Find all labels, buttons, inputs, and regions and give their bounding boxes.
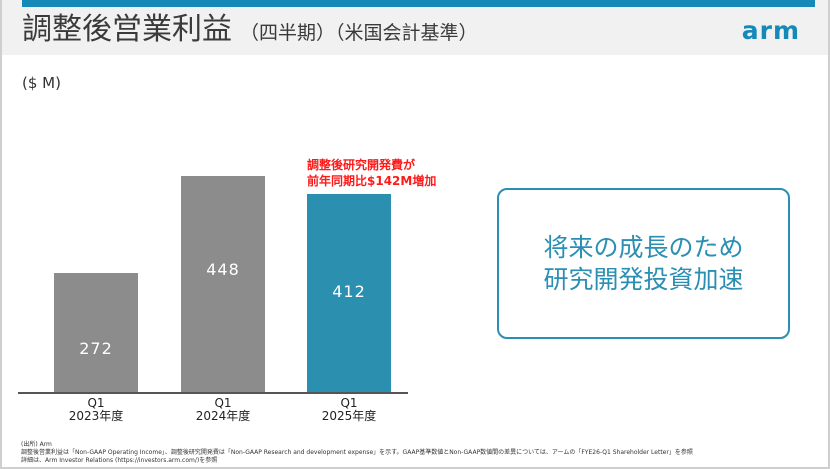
rd-increase-annotation: 調整後研究開発費が 前年同期比$142M増加 — [307, 157, 436, 189]
bar-value: 412 — [332, 281, 366, 301]
bar-q1-2024: 448 — [181, 176, 265, 393]
footnote-details: 詳細は、Arm Investor Relations (https://inve… — [21, 457, 218, 464]
accent-bar — [22, 0, 815, 7]
arm-logo: arm — [741, 16, 800, 45]
footnote-definition: 調整後営業利益は「Non-GAAP Operating Income」、調整後研… — [21, 449, 693, 456]
bar-value: 448 — [206, 260, 240, 279]
bar-value: 272 — [79, 338, 113, 358]
year-label: 2023年度 — [68, 409, 124, 423]
slide-header: 調整後営業利益 （四半期）（米国会計基準） arm — [2, 0, 828, 55]
x-label-q1-2024: Q1 2024年度 — [168, 397, 278, 423]
quarter-label: Q1 — [214, 396, 232, 410]
callout-line-2: 研究開発投資加速 — [543, 264, 744, 294]
bar-q1-2025: 412 — [307, 194, 391, 393]
bar-q1-2023: 272 — [54, 273, 138, 393]
page-title: 調整後営業利益 （四半期）（米国会計基準） — [22, 9, 478, 54]
callout-box: 将来の成長のため 研究開発投資加速 — [497, 188, 790, 339]
year-label: 2025年度 — [321, 409, 377, 423]
title-main: 調整後営業利益 — [22, 12, 232, 47]
annotation-line-1: 調整後研究開発費が — [307, 158, 416, 172]
bar-chart: 272 448 412 Q1 2023年度 Q1 2024年度 Q1 2025年… — [18, 120, 418, 430]
quarter-label: Q1 — [340, 396, 358, 410]
footnotes: (出所) Arm 調整後営業利益は「Non-GAAP Operating Inc… — [21, 441, 693, 465]
x-label-q1-2025: Q1 2025年度 — [294, 397, 404, 423]
footnote-source: (出所) Arm — [21, 441, 52, 448]
callout-line-1: 将来の成長のため — [543, 232, 744, 262]
x-axis — [18, 392, 408, 394]
quarter-label: Q1 — [87, 396, 105, 410]
year-label: 2024年度 — [195, 409, 251, 423]
annotation-line-2: 前年同期比$142M増加 — [307, 174, 437, 188]
x-label-q1-2023: Q1 2023年度 — [41, 397, 151, 423]
title-subtitle: （四半期）（米国会計基準） — [240, 22, 478, 44]
unit-label: ($ M) — [22, 74, 61, 92]
